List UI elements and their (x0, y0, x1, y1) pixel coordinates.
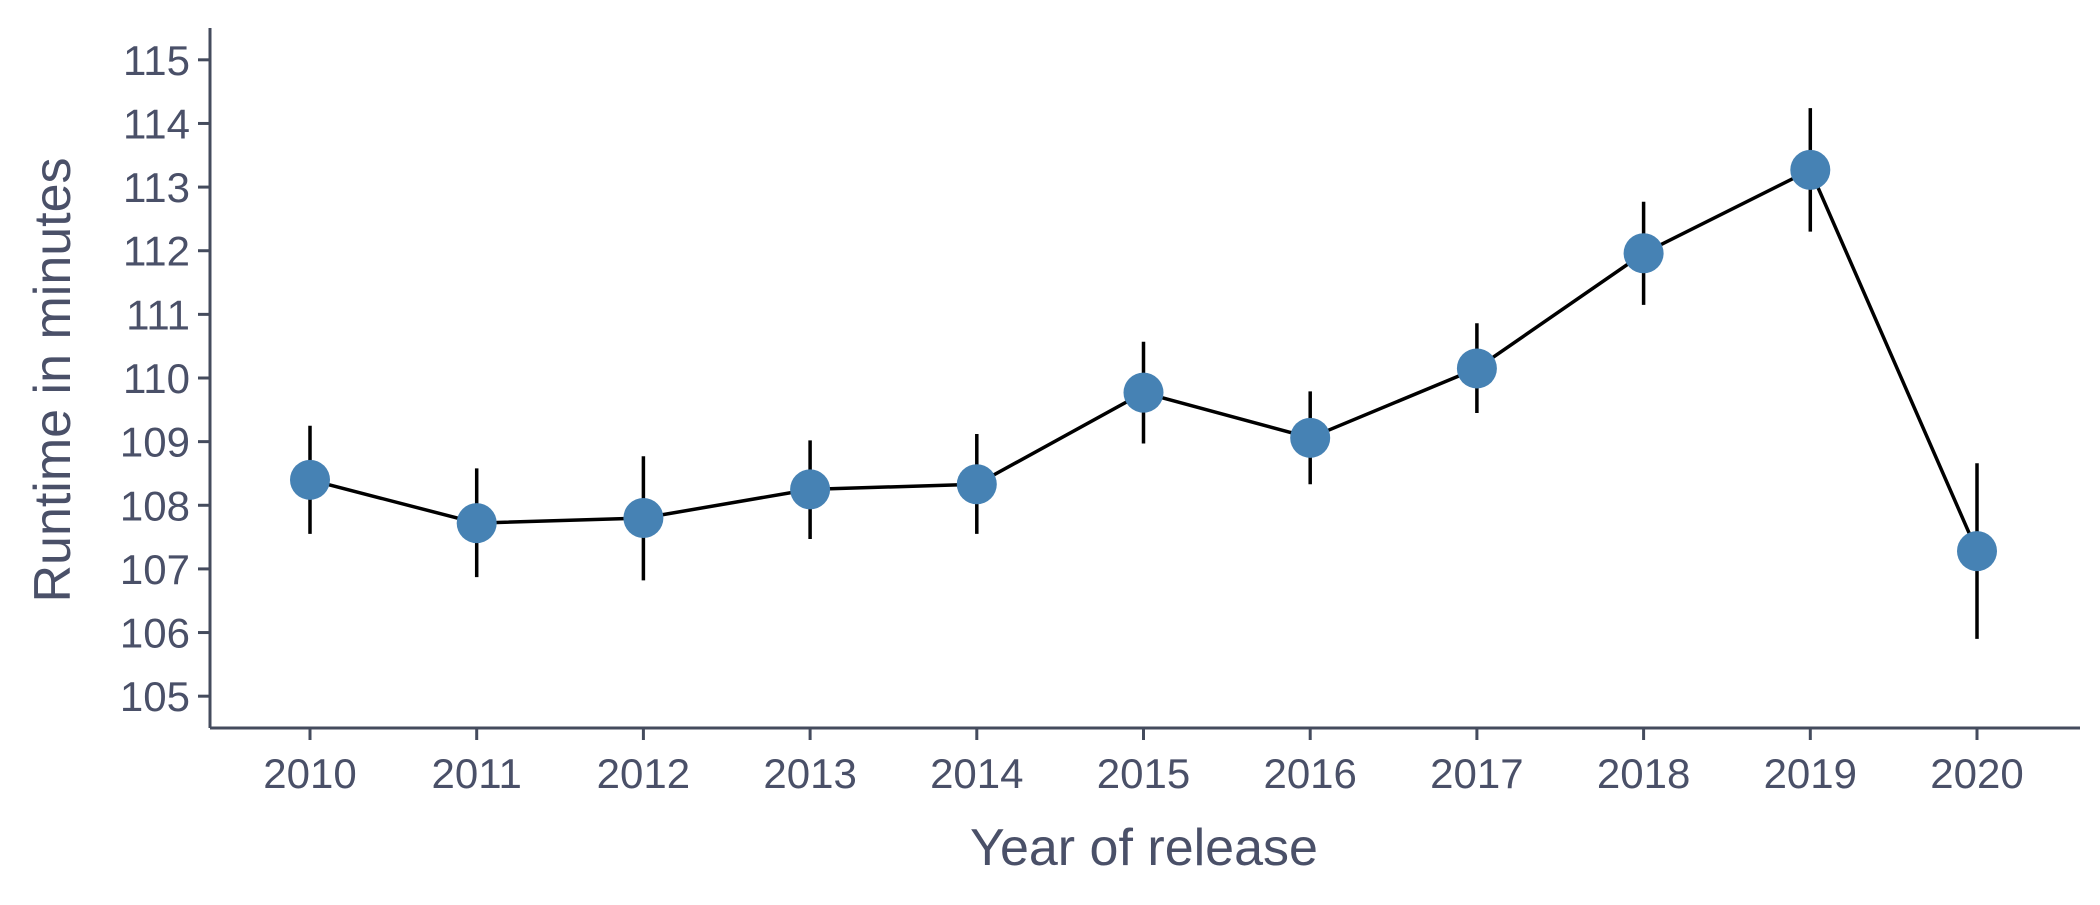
data-point (456, 503, 497, 544)
data-point (790, 469, 831, 510)
y-tick-label: 110 (123, 355, 190, 402)
data-point (1123, 372, 1164, 413)
y-tick-label: 112 (123, 228, 190, 275)
x-tick-label: 2020 (1930, 750, 2023, 797)
y-axis-title: Runtime in minutes (24, 157, 82, 602)
x-tick-label: 2018 (1597, 750, 1690, 797)
x-tick-label: 2016 (1263, 750, 1356, 797)
x-tick-label: 2012 (597, 750, 690, 797)
y-tick-label: 106 (120, 610, 190, 657)
ticks-group: 105 106 107 108 109 110 111 112 113 114 115 2010 201… (120, 37, 2024, 797)
x-tick-label: 2010 (263, 750, 356, 797)
data-point (1623, 233, 1664, 274)
x-tick-label: 2014 (930, 750, 1023, 797)
x-tick-label: 2019 (1764, 750, 1857, 797)
data-point (1790, 149, 1831, 190)
data-point (1957, 531, 1997, 572)
y-tick-label: 114 (123, 100, 190, 147)
x-tick-label: 2013 (763, 750, 856, 797)
y-tick-label: 115 (123, 37, 190, 84)
data-point (956, 464, 997, 505)
x-tick-label: 2015 (1097, 750, 1190, 797)
y-tick-label: 109 (120, 419, 190, 466)
points-group (290, 149, 1997, 572)
y-tick-label: 105 (120, 673, 190, 720)
x-axis-title: Year of release (970, 819, 1318, 877)
y-tick-label: 111 (126, 291, 190, 338)
data-point (1456, 348, 1497, 389)
data-point (623, 498, 664, 538)
data-point (1290, 417, 1331, 458)
data-point (290, 459, 330, 500)
y-tick-label: 113 (123, 164, 190, 211)
x-tick-label: 2017 (1430, 750, 1523, 797)
y-tick-label: 108 (120, 482, 190, 529)
y-tick-label: 107 (120, 546, 190, 593)
x-tick-label: 2011 (432, 750, 522, 797)
